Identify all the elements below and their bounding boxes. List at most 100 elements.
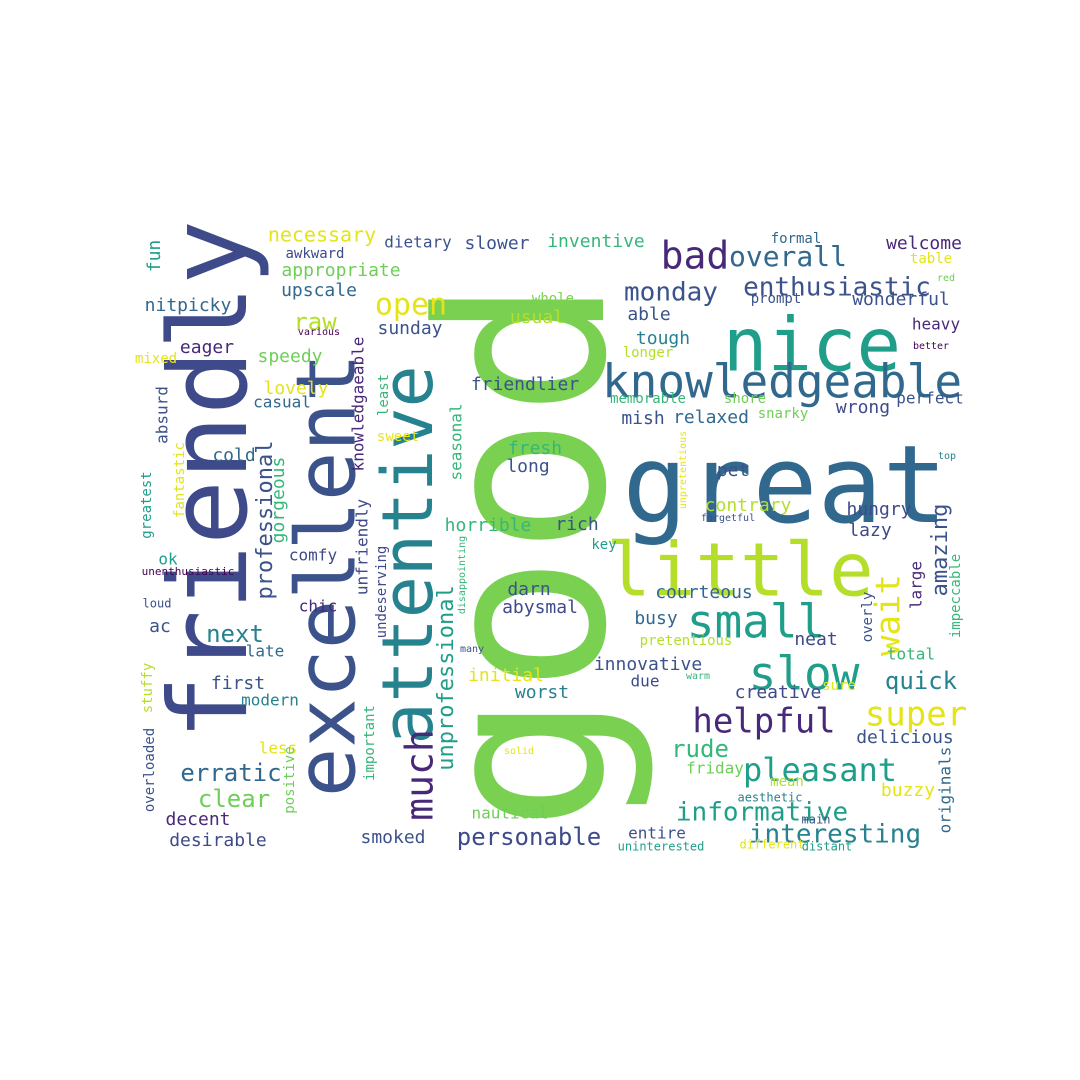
word-awkward: awkward — [285, 246, 344, 262]
word-forgetful: forgetful — [701, 513, 755, 524]
word-raw: raw — [293, 308, 337, 336]
word-key: key — [591, 537, 616, 553]
word-positive: positive — [282, 746, 298, 813]
word-casual: casual — [253, 393, 311, 412]
word-open: open — [375, 288, 447, 323]
word-nitpicky: nitpicky — [145, 295, 232, 316]
word-able: able — [627, 304, 670, 325]
word-sunday: sunday — [377, 318, 442, 339]
word-chic: chic — [299, 597, 338, 616]
word-gorgeous: gorgeous — [268, 457, 289, 544]
word-pet: pet — [717, 460, 750, 481]
word-first: first — [211, 673, 265, 694]
word-personable: personable — [457, 823, 602, 851]
word-smoked: smoked — [360, 827, 425, 848]
word-contrary: contrary — [705, 495, 792, 516]
word-fresh: fresh — [508, 438, 562, 459]
word-helpful: helpful — [692, 702, 835, 742]
word-hungry: hungry — [846, 499, 911, 520]
word-sure: sure — [822, 678, 856, 694]
word-rude: rude — [671, 735, 729, 763]
word-table: table — [910, 251, 952, 267]
word-undeserving: undeserving — [374, 546, 390, 639]
word-fun: fun — [144, 240, 165, 273]
word-pretentious: pretentious — [640, 633, 733, 649]
word-bad: bad — [661, 234, 730, 278]
word-excellent: excellent — [279, 353, 374, 797]
word-much: much — [398, 729, 442, 821]
word-unfriendly: unfriendly — [353, 498, 372, 595]
word-seasonal: seasonal — [447, 403, 466, 480]
word-overly: overly — [860, 592, 876, 643]
word-knowledgaeable: knowledgaeable — [349, 337, 368, 472]
word-disappointing: disappointing — [457, 536, 468, 614]
word-tough: tough — [636, 328, 690, 349]
word-quick: quick — [885, 667, 958, 695]
word-sweet: sweet — [377, 429, 419, 445]
word-welcome: welcome — [886, 233, 962, 254]
word-great: great — [622, 423, 947, 548]
word-ok: ok — [158, 550, 178, 569]
word-wrong: wrong — [836, 397, 890, 418]
word-least: least — [376, 374, 392, 416]
word-appropriate: appropriate — [281, 260, 400, 281]
word-dietary: dietary — [384, 233, 452, 252]
word-uninterested: uninterested — [618, 840, 705, 854]
word-delicious: delicious — [856, 727, 954, 748]
word-mish: mish — [621, 408, 664, 429]
word-slower: slower — [464, 233, 529, 254]
word-comfy: comfy — [289, 546, 338, 565]
word-less: less — [259, 739, 298, 758]
word-greatest: greatest — [139, 471, 155, 538]
word-friday: friday — [686, 759, 744, 778]
word-important: important — [362, 705, 378, 781]
word-decent: decent — [165, 809, 230, 830]
word-solid: solid — [504, 746, 534, 757]
word-interesting: interesting — [749, 820, 921, 850]
word-lazy: lazy — [848, 520, 892, 541]
word-mixed: mixed — [135, 351, 177, 367]
word-red: red — [937, 273, 955, 284]
word-attentive: attentive — [367, 365, 449, 744]
word-aesthetic: aesthetic — [737, 791, 802, 805]
word-stuffy: stuffy — [140, 663, 156, 714]
word-ac: ac — [149, 616, 171, 637]
word-friendly: friendly — [147, 220, 272, 740]
word-erratic: erratic — [180, 759, 281, 787]
word-heavy: heavy — [912, 315, 961, 334]
word-top: top — [938, 451, 956, 462]
word-amazing: amazing — [928, 504, 953, 597]
word-long: long — [506, 456, 549, 477]
word-rich: rich — [555, 514, 598, 535]
word-different: different — [739, 838, 804, 852]
word-snarky: snarky — [758, 406, 809, 422]
word-formal: formal — [771, 231, 822, 247]
word-speedy: speedy — [257, 346, 322, 367]
word-absurd: absurd — [153, 386, 172, 444]
word-various: various — [298, 327, 340, 338]
word-neat: neat — [794, 629, 837, 650]
word-longer: longer — [623, 345, 674, 361]
word-better: better — [913, 341, 949, 352]
word-super: super — [865, 695, 967, 735]
word-unenthusiastic: unenthusiastic — [142, 565, 235, 578]
word-distant: distant — [802, 840, 853, 854]
word-clear: clear — [198, 785, 270, 813]
word-informative: informative — [676, 798, 848, 828]
word-perfect: perfect — [896, 389, 963, 408]
word-innovative: innovative — [594, 654, 702, 675]
word-whole: whole — [532, 291, 574, 307]
word-overloaded: overloaded — [142, 728, 158, 812]
word-buzzy: buzzy — [881, 780, 935, 801]
word-nice: nice — [723, 303, 901, 389]
word-next: next — [206, 620, 264, 648]
word-slow: slow — [749, 647, 860, 701]
word-horrible: horrible — [445, 515, 532, 536]
word-relaxed: relaxed — [673, 407, 749, 428]
word-wait: wait — [869, 574, 909, 656]
word-entire: entire — [628, 824, 686, 843]
word-small: small — [687, 595, 825, 649]
